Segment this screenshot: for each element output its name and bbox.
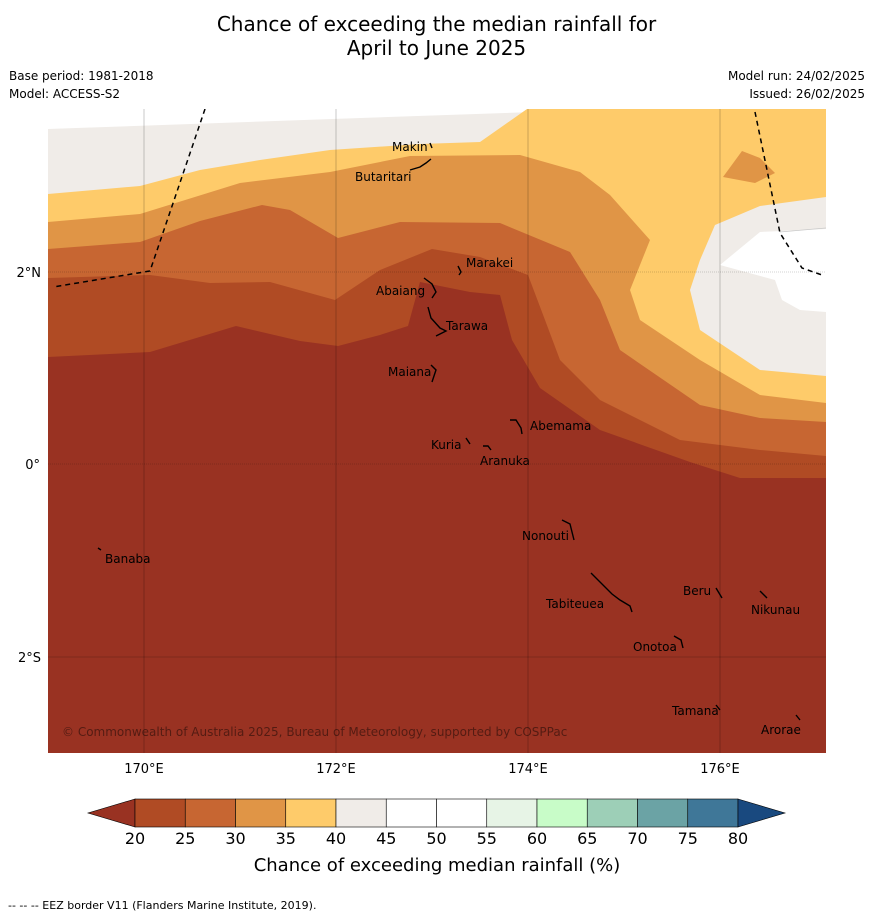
- colorbar-tick-label: 40: [326, 829, 346, 848]
- label-aranuka: Aranuka: [480, 454, 530, 468]
- copyright-text: © Commonwealth of Australia 2025, Bureau…: [62, 725, 567, 739]
- island-aranuka-shape: [483, 445, 492, 451]
- island-tamana-shape: [715, 704, 721, 711]
- colorbar-tick-label: 75: [678, 829, 698, 848]
- colorbar-segment: [285, 798, 337, 828]
- base-period: Base period: 1981-2018: [9, 69, 154, 83]
- island-abaiang-shape: [423, 277, 437, 299]
- colorbar: 20 25 30 35 40 45 50 55 60 65 70 75 80 Chance of exc…: [86, 798, 787, 876]
- island-maiana-shape: [430, 364, 437, 383]
- label-nonouti: Nonouti: [522, 529, 569, 543]
- colorbar-segment: [335, 798, 387, 828]
- island-tabiteuea-shape: [590, 572, 633, 613]
- colorbar-segment: [687, 798, 739, 828]
- label-abemama: Abemama: [530, 419, 591, 433]
- colorbar-segment: [586, 798, 638, 828]
- lon-label-172e: 172°E: [316, 762, 356, 777]
- colorbar-segment: [385, 798, 437, 828]
- model-run: Model run: 24/02/2025: [727, 69, 865, 83]
- footer-note: -- -- -- EEZ border V11 (Flanders Marine…: [8, 899, 317, 912]
- label-butaritari: Butaritari: [355, 170, 412, 184]
- gridlines: [48, 109, 826, 753]
- label-tabiteuea: Tabiteuea: [545, 597, 604, 611]
- island-nikunau-shape: [759, 590, 768, 599]
- colorbar-tick-label: 35: [276, 829, 296, 848]
- colorbar-segment: [486, 798, 538, 828]
- colorbar-segment: [235, 798, 287, 828]
- colorbar-extend-low: [86, 798, 136, 828]
- band-45-55-east: [720, 229, 826, 312]
- title-line-2: April to June 2025: [346, 36, 527, 60]
- label-maiana: Maiana: [388, 365, 431, 379]
- eez-border: [52, 109, 823, 288]
- island-abemama-shape: [510, 419, 523, 435]
- info-right: Model run: 24/02/2025 Issued: 26/02/2025: [728, 67, 865, 103]
- band-30-35-patch: [723, 151, 775, 183]
- colorbar-tick-label: 25: [175, 829, 195, 848]
- label-tamana: Tamana: [671, 704, 719, 718]
- label-beru: Beru: [683, 584, 711, 598]
- colorbar-tick-label: 20: [125, 829, 145, 848]
- colorbar-tick-label: 70: [627, 829, 647, 848]
- label-marakei: Marakei: [466, 256, 513, 270]
- island-makin-shape: [429, 142, 433, 149]
- title-line-1: Chance of exceeding the median rainfall …: [216, 12, 657, 36]
- colorbar-segment: [536, 798, 588, 828]
- issued-date: Issued: 26/02/2025: [749, 87, 865, 101]
- info-left: Base period: 1981-2018 Model: ACCESS-S2: [9, 67, 154, 103]
- island-butaritari-shape: [409, 158, 432, 171]
- label-onotoa: Onotoa: [633, 640, 677, 654]
- colorbar-tick-label: 55: [477, 829, 497, 848]
- colorbar-tick-label: 30: [225, 829, 245, 848]
- label-nikunau: Nikunau: [751, 603, 800, 617]
- lat-label-2s: 2°S: [18, 651, 41, 666]
- island-tarawa-shape: [427, 306, 448, 337]
- band-45-55-top: [48, 109, 826, 129]
- label-makin: Makin: [392, 140, 428, 154]
- map-title: Chance of exceeding the median rainfall …: [0, 12, 873, 60]
- colorbar-label: Chance of exceeding median rainfall (%): [254, 855, 621, 876]
- label-banaba: Banaba: [105, 552, 151, 566]
- island-arorae-shape: [795, 714, 801, 721]
- island-banaba-shape: [97, 547, 102, 551]
- island-beru-shape: [715, 587, 723, 599]
- lat-label-2n: 2°N: [17, 266, 42, 281]
- colorbar-extend-high: [737, 798, 787, 828]
- label-arorae: Arorae: [761, 723, 801, 737]
- colorbar-segment: [436, 798, 488, 828]
- island-marakei-shape: [457, 265, 462, 276]
- colorbar-tick-label: 50: [426, 829, 446, 848]
- colorbar-segment: [134, 798, 186, 828]
- colorbar-tick-label: 80: [728, 829, 748, 848]
- model-name: Model: ACCESS-S2: [9, 87, 121, 101]
- lon-label-176e: 176°E: [700, 762, 740, 777]
- island-nonouti-shape: [561, 519, 575, 541]
- rainfall-map: Makin Butaritari Marakei Abaiang Tarawa …: [48, 109, 826, 753]
- colorbar-segment: [184, 798, 236, 828]
- lat-label-0: 0°: [25, 458, 40, 473]
- label-abaiang: Abaiang: [376, 284, 425, 298]
- island-shapes: [97, 142, 801, 721]
- label-tarawa: Tarawa: [445, 319, 488, 333]
- lon-label-174e: 174°E: [508, 762, 548, 777]
- colorbar-tick-label: 65: [577, 829, 597, 848]
- lon-label-170e: 170°E: [124, 762, 164, 777]
- island-kuria-shape: [465, 437, 471, 445]
- colorbar-tick-label: 60: [527, 829, 547, 848]
- island-labels: Makin Butaritari Marakei Abaiang Tarawa …: [105, 140, 801, 737]
- band-below-20: [48, 282, 826, 753]
- colorbar-segment: [637, 798, 689, 828]
- contour-line: [779, 227, 826, 233]
- axis-labels: 170°E 172°E 174°E 176°E 2°N 0° 2°S: [17, 266, 740, 777]
- colorbar-tick-label: 45: [376, 829, 396, 848]
- label-kuria: Kuria: [431, 438, 462, 452]
- island-onotoa-shape: [673, 635, 684, 649]
